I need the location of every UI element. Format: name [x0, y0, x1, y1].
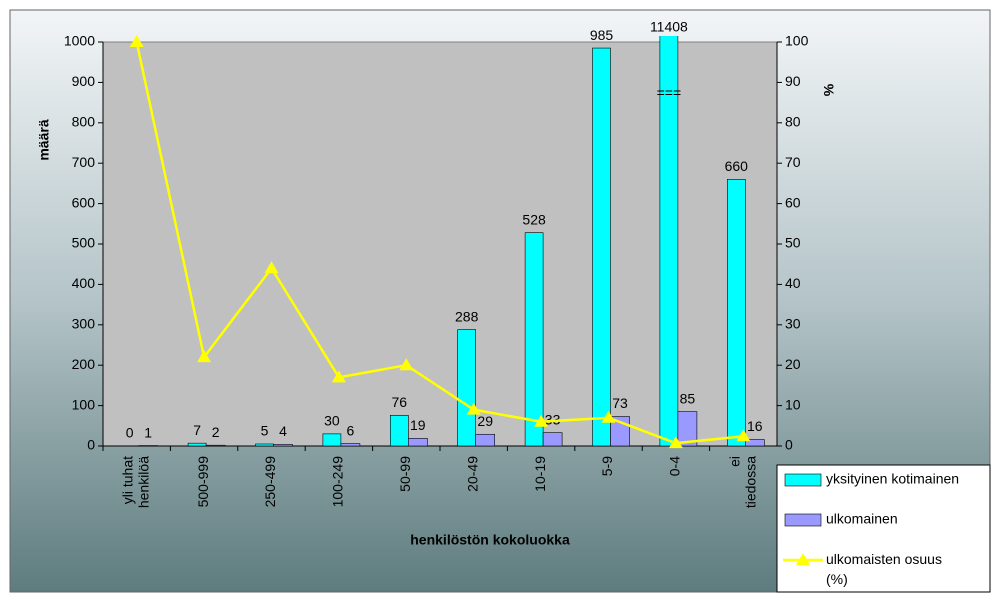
y2-axis-title: %: [821, 83, 837, 96]
data-label: 6: [347, 422, 355, 438]
y-axis-title: määrä: [36, 119, 52, 160]
x-tick-label: 100-249: [330, 456, 346, 508]
y-tick-label: 100: [72, 396, 96, 412]
bar: [390, 415, 408, 446]
x-tick-label: 250-499: [262, 456, 278, 508]
bar: [543, 433, 562, 446]
bar: [188, 443, 206, 446]
data-label: 85: [680, 390, 696, 406]
y2-tick-label: 40: [785, 275, 801, 291]
data-label: 76: [392, 394, 408, 410]
bar: [727, 179, 745, 446]
data-label: 985: [590, 27, 614, 43]
y-tick-label: 300: [72, 316, 96, 332]
y2-tick-label: 10: [785, 396, 801, 412]
y-tick-label: 400: [72, 275, 96, 291]
data-label: 73: [612, 395, 628, 411]
bar: [660, 0, 678, 446]
data-label: 16: [747, 418, 763, 434]
y-tick-label: 1000: [64, 33, 95, 49]
data-label: 33: [545, 411, 561, 427]
bar: [525, 233, 543, 446]
data-label: 29: [477, 413, 493, 429]
y-tick-label: 800: [72, 114, 96, 130]
data-label: 288: [455, 308, 479, 324]
x-tick-label: 500-999: [195, 456, 211, 508]
bar: [206, 445, 225, 446]
data-label: 30: [324, 413, 340, 429]
y2-tick-label: 70: [785, 154, 801, 170]
data-label: 4: [279, 423, 287, 439]
bar: [593, 48, 611, 446]
x-axis-title: henkilöstön kokoluokka: [410, 532, 570, 548]
y-tick-label: 600: [72, 194, 96, 210]
data-label: 5: [261, 423, 269, 439]
x-tick-label: 20-49: [464, 456, 480, 492]
x-tick-label: 0-4: [667, 456, 683, 476]
y2-tick-label: 0: [785, 437, 793, 453]
data-label: 1: [144, 424, 152, 440]
y-tick-label: 500: [72, 235, 96, 251]
annotation: ===: [657, 85, 682, 101]
y2-tick-label: 60: [785, 194, 801, 210]
data-label: 7: [193, 422, 201, 438]
data-label: 11408: [650, 19, 688, 35]
legend-label: ulkomainen: [826, 511, 898, 527]
legend-swatch: [785, 474, 821, 486]
y-tick-label: 900: [72, 73, 96, 89]
y-tick-label: 0: [87, 437, 95, 453]
legend-label: yksityinen kotimainen: [826, 471, 959, 487]
bar: [408, 438, 427, 446]
legend-swatch: [785, 514, 821, 526]
y-tick-label: 700: [72, 154, 96, 170]
y2-tick-label: 20: [785, 356, 801, 372]
y2-tick-label: 80: [785, 114, 801, 130]
x-tick-label: 10-19: [532, 456, 548, 492]
bar: [323, 434, 341, 446]
y2-tick-label: 100: [785, 33, 809, 49]
bar: [476, 434, 495, 446]
y2-tick-label: 90: [785, 73, 801, 89]
y-tick-label: 200: [72, 356, 96, 372]
y2-tick-label: 30: [785, 316, 801, 332]
bar: [341, 444, 360, 446]
data-label: 2: [212, 424, 220, 440]
data-label: 0: [126, 425, 134, 441]
data-label: 528: [522, 211, 546, 227]
x-tick-label: 50-99: [397, 456, 413, 492]
data-label: 660: [725, 158, 749, 174]
y2-tick-label: 50: [785, 235, 801, 251]
bar: [256, 444, 274, 446]
data-label: 19: [410, 417, 426, 433]
bar: [458, 330, 476, 446]
x-tick-label: yli tuhathenkilöä: [119, 456, 151, 508]
bar: [274, 444, 293, 446]
x-tick-label: 5-9: [599, 456, 615, 476]
